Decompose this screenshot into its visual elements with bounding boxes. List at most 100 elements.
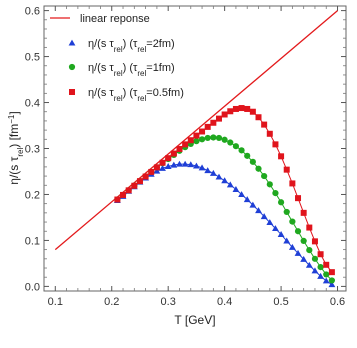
data-point-1	[294, 228, 302, 235]
data-point-2	[238, 105, 245, 112]
x-tick-label: 0.6	[330, 296, 345, 308]
data-point-2	[272, 141, 279, 148]
legend-marker-0	[68, 39, 76, 46]
linear-response-line	[54, 10, 338, 251]
data-point-0	[277, 231, 285, 238]
data-point-1	[238, 147, 245, 154]
data-point-2	[261, 121, 268, 128]
data-point-2	[278, 153, 285, 160]
axis-ticks: 0.1 0.2 0.3 0.4 0.5 0.6 0.0 0.1 0.2 0.3 0.4 0.5 0.6	[25, 6, 346, 308]
legend-label-1: η/(s τrel) (τrel=1fm)	[88, 62, 175, 78]
legend-label-linear: linear reponse	[80, 13, 150, 25]
data-point-0	[305, 261, 313, 268]
data-point-2	[114, 196, 121, 203]
data-point-2	[215, 115, 222, 122]
data-point-0	[164, 163, 172, 169]
data-point-2	[199, 128, 206, 135]
y-tick-label: 0.5	[25, 52, 40, 64]
data-point-1	[215, 134, 223, 142]
data-point-0	[322, 277, 330, 284]
data-point-1	[328, 277, 335, 284]
data-point-2	[204, 123, 211, 130]
y-tick-label: 0.1	[25, 235, 40, 247]
data-point-2	[255, 114, 262, 121]
data-point-0	[288, 243, 296, 250]
x-tick-label: 0.3	[161, 296, 176, 308]
data-point-2	[210, 119, 217, 126]
data-point-1	[198, 136, 206, 143]
data-point-1	[306, 246, 313, 254]
legend-marker-2	[69, 89, 75, 95]
data-point-0	[260, 213, 268, 220]
y-tick-label: 0.0	[25, 281, 40, 293]
data-point-0	[159, 164, 166, 171]
x-axis-label: T [GeV]	[174, 313, 215, 327]
data-point-0	[170, 161, 178, 168]
data-point-1	[277, 199, 285, 206]
data-point-2	[232, 105, 239, 112]
y-tick-label: 0.6	[25, 6, 40, 18]
data-point-2	[300, 209, 307, 216]
x-tick-label: 0.2	[104, 296, 119, 308]
data-point-2	[323, 261, 330, 268]
data-point-0	[238, 191, 245, 198]
data-point-1	[244, 152, 251, 159]
data-point-0	[198, 164, 206, 171]
data-point-1	[323, 271, 330, 278]
data-point-2	[244, 105, 251, 112]
data-point-0	[328, 281, 336, 288]
data-point-0	[266, 219, 274, 226]
data-point-1	[272, 189, 279, 197]
data-point-0	[311, 267, 319, 274]
data-point-1	[204, 134, 211, 142]
data-point-2	[317, 251, 324, 258]
data-point-0	[300, 255, 308, 262]
data-point-2	[311, 238, 318, 245]
y-axis-label: η/(s τrel) [fm−1]	[7, 111, 25, 184]
legend-marker-1	[68, 63, 76, 71]
data-point-1	[317, 263, 324, 271]
data-point-2	[165, 155, 172, 162]
data-point-2	[170, 150, 177, 157]
data-point-1	[249, 158, 256, 165]
x-tick-label: 0.4	[217, 296, 232, 308]
data-point-2	[159, 159, 166, 166]
data-point-0	[249, 201, 257, 208]
data-point-1	[311, 255, 319, 262]
data-point-2	[289, 180, 296, 187]
data-point-1	[300, 237, 307, 244]
series-line-1	[117, 136, 333, 281]
data-point-2	[153, 164, 160, 171]
x-tick-label: 0.5	[273, 296, 288, 308]
data-point-2	[283, 166, 290, 173]
data-point-0	[181, 160, 189, 167]
data-point-0	[176, 160, 183, 167]
data-point-0	[204, 167, 212, 174]
data-point-1	[232, 143, 240, 150]
data-point-2	[306, 224, 313, 231]
data-point-2	[120, 191, 127, 198]
data-point-0	[255, 207, 262, 214]
data-point-0	[294, 249, 302, 256]
data-point-2	[187, 137, 194, 144]
data-point-1	[210, 134, 217, 141]
data-point-0	[209, 169, 217, 176]
legend-label-2: η/(s τrel) (τrel=0.5fm)	[88, 87, 184, 103]
data-point-0	[243, 196, 251, 203]
data-point-2	[125, 187, 132, 194]
series-line-2	[117, 107, 333, 273]
legend: linear reponse η/(s τrel) (τrel=2fm) η/(s …	[50, 13, 184, 103]
data-point-1	[289, 218, 296, 225]
data-point-2	[148, 168, 155, 175]
data-point-1	[227, 139, 234, 146]
data-point-2	[295, 195, 302, 202]
data-point-2	[131, 182, 138, 189]
data-point-1	[283, 208, 290, 216]
data-point-1	[193, 138, 200, 145]
y-tick-label: 0.3	[25, 144, 40, 156]
data-point-0	[283, 237, 291, 244]
data-point-0	[187, 161, 195, 168]
data-point-2	[227, 108, 234, 115]
data-point-2	[249, 108, 256, 115]
